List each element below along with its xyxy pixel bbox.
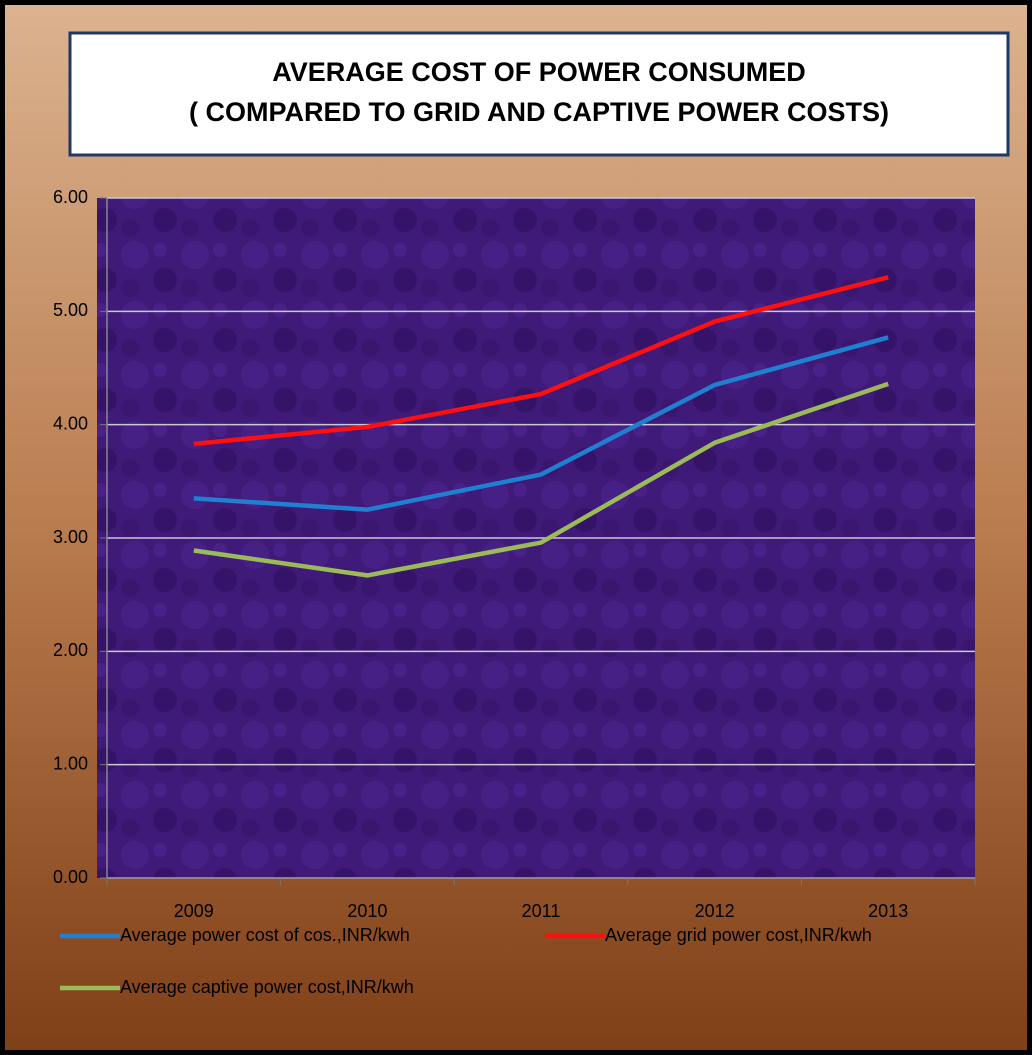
legend-label: Average captive power cost,INR/kwh bbox=[120, 977, 414, 997]
series-line bbox=[193, 381, 889, 578]
y-tick-label: 1.00 bbox=[53, 753, 88, 773]
legend-label: Average power cost of cos.,INR/kwh bbox=[120, 925, 410, 945]
x-tick-label: 2010 bbox=[347, 901, 387, 921]
title-box bbox=[68, 31, 1010, 157]
x-tick-label: 2012 bbox=[695, 901, 735, 921]
x-tick-label: 2011 bbox=[522, 901, 561, 921]
chart-title: ( COMPARED TO GRID AND CAPTIVE POWER COS… bbox=[189, 97, 889, 127]
x-tick-label: 2013 bbox=[868, 901, 908, 921]
y-tick-label: 0.00 bbox=[53, 867, 88, 887]
x-tick-label: 2009 bbox=[174, 901, 214, 921]
y-tick-label: 5.00 bbox=[53, 300, 88, 320]
y-tick-label: 2.00 bbox=[53, 640, 88, 660]
series-line bbox=[193, 275, 889, 447]
series-line bbox=[193, 335, 889, 512]
legend-label: Average grid power cost,INR/kwh bbox=[605, 925, 872, 945]
y-tick-label: 6.00 bbox=[53, 187, 88, 207]
chart-title: AVERAGE COST OF POWER CONSUMED bbox=[272, 57, 806, 87]
y-tick-label: 3.00 bbox=[53, 527, 88, 547]
y-tick-label: 4.00 bbox=[53, 413, 88, 433]
